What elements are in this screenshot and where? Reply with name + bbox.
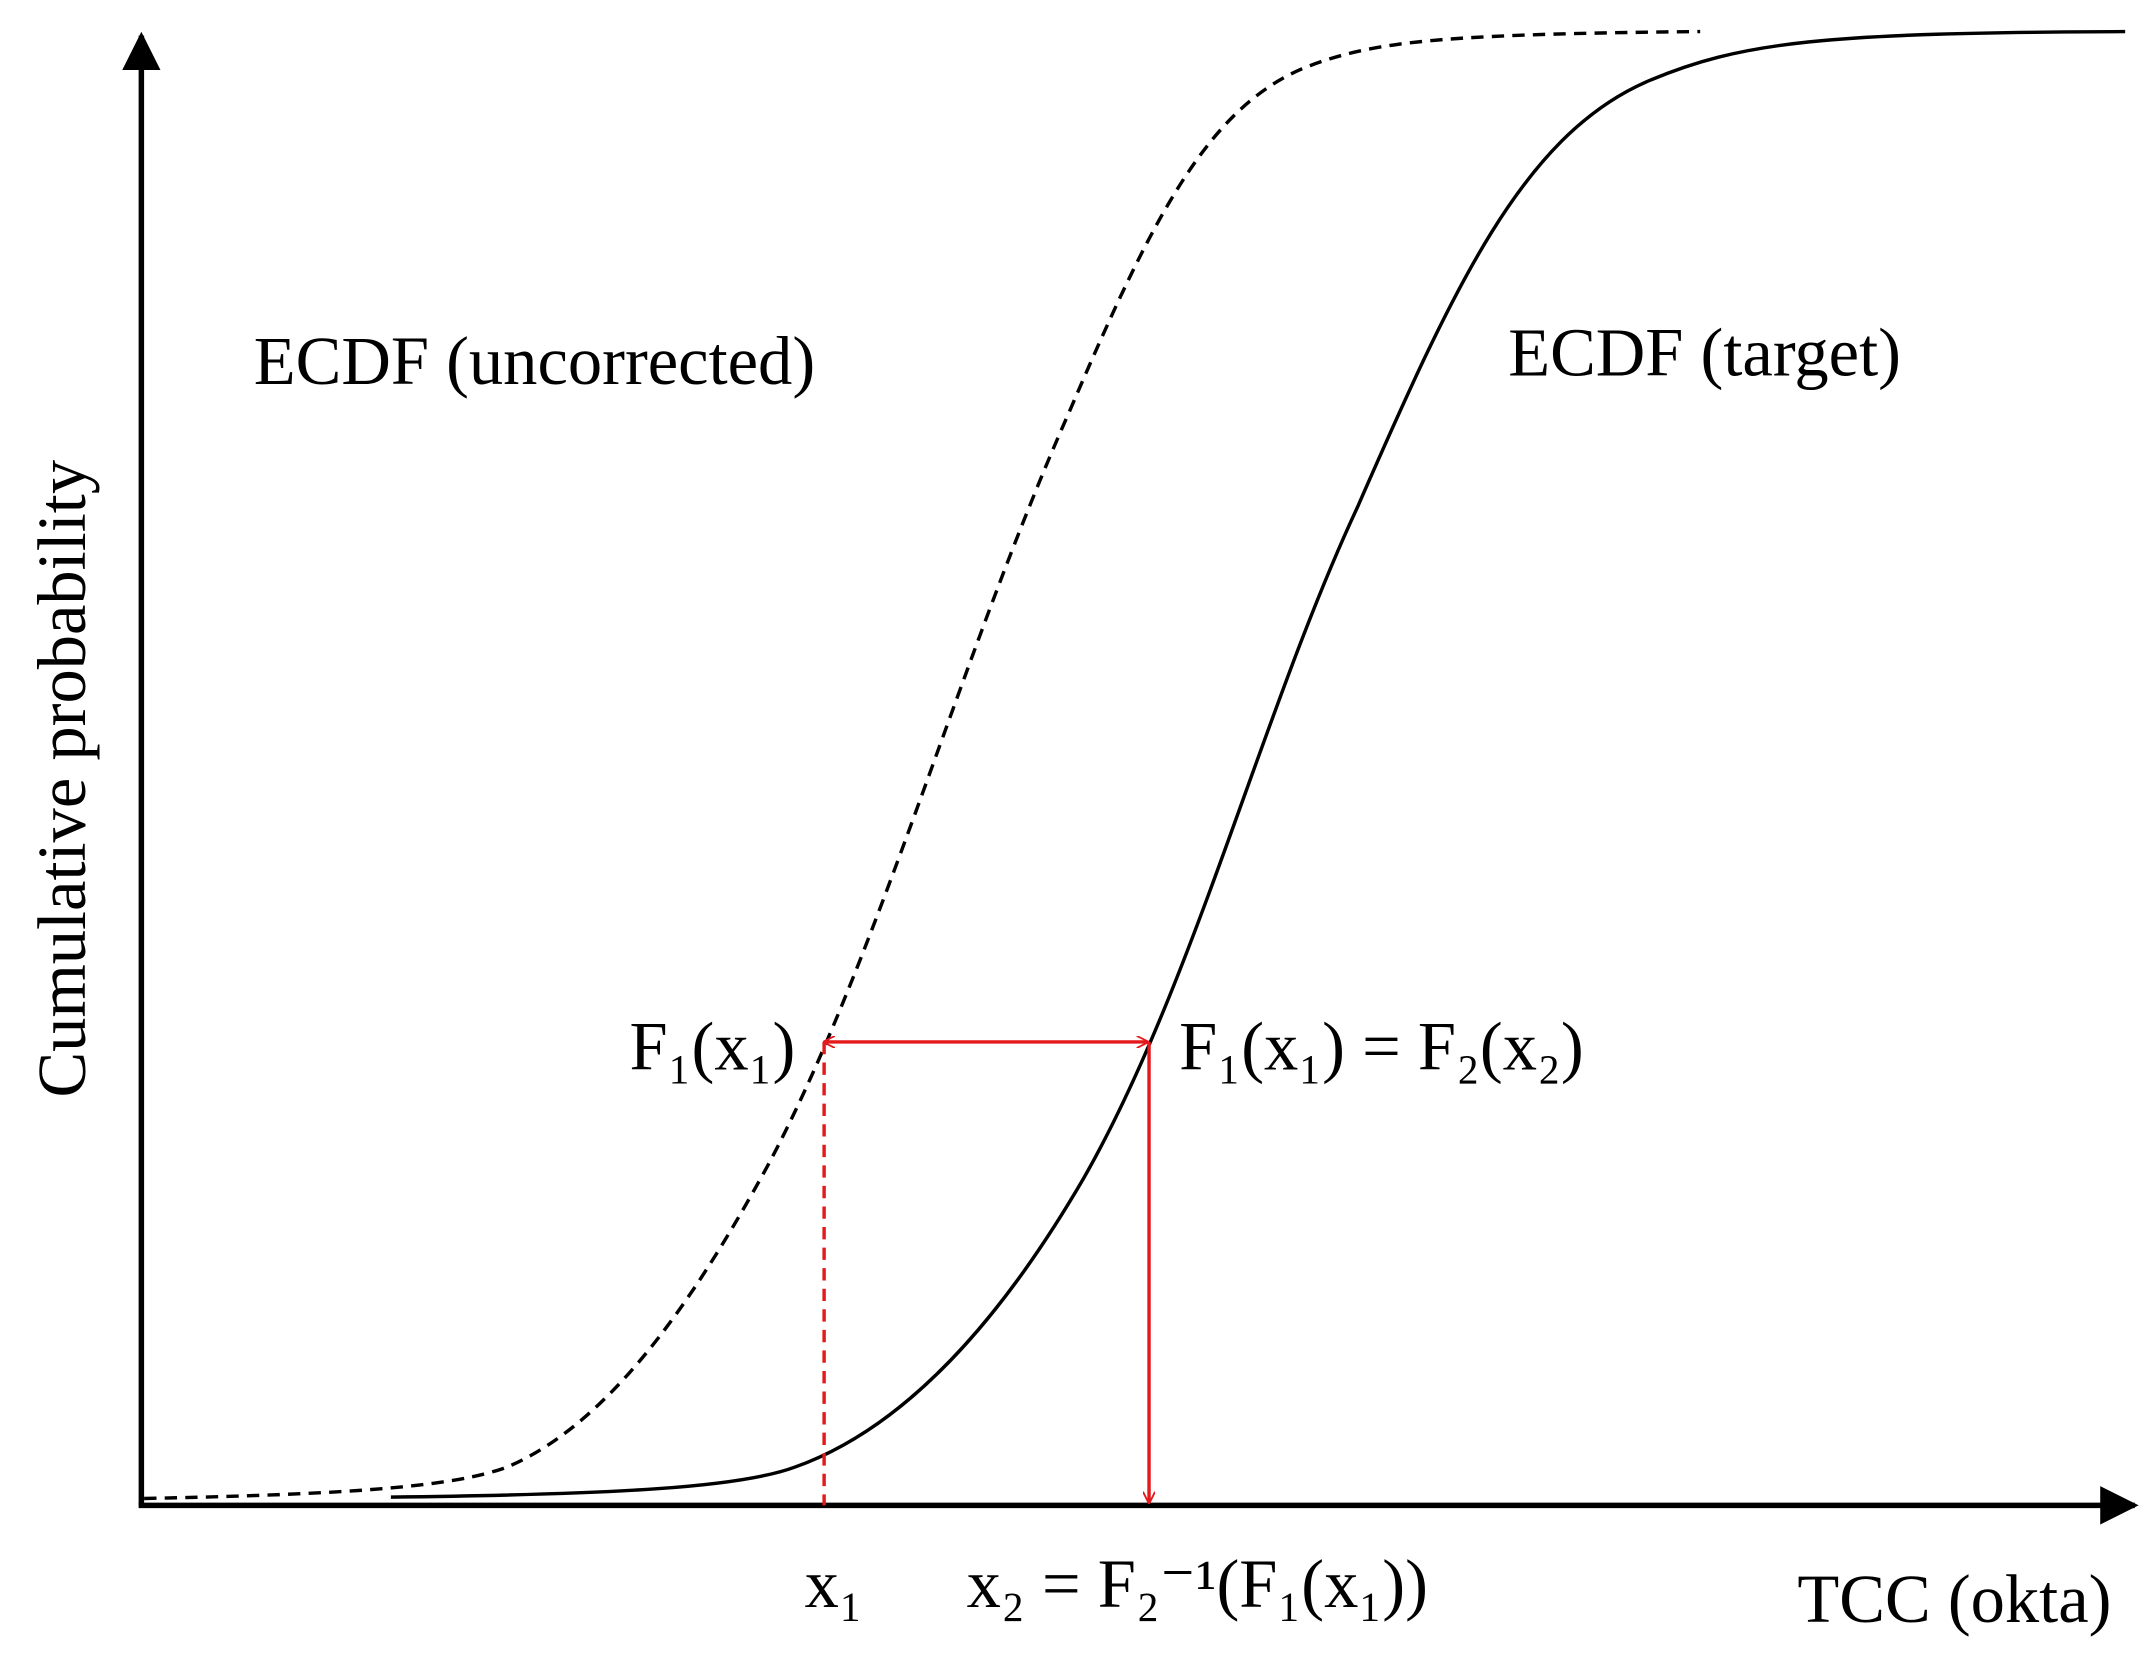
annotation: x₂ = F₂⁻¹(F₁(x₁)) <box>967 1546 1428 1622</box>
x-axis-label: TCC (okta) <box>1797 1561 2111 1637</box>
ecdf-target-curve <box>390 29 2126 1499</box>
curve-label: ECDF (uncorrected) <box>254 323 815 399</box>
y-axis-label: Cumulative probability <box>24 460 100 1098</box>
ecdf-uncorrected-curve <box>144 29 1701 1501</box>
annotation: F₁(x₁) <box>630 1008 796 1084</box>
annotation: F₁(x₁) = F₂(x₂) <box>1179 1008 1584 1084</box>
curve-label: ECDF (target) <box>1508 315 1901 391</box>
annotation: x₁ <box>805 1546 863 1622</box>
